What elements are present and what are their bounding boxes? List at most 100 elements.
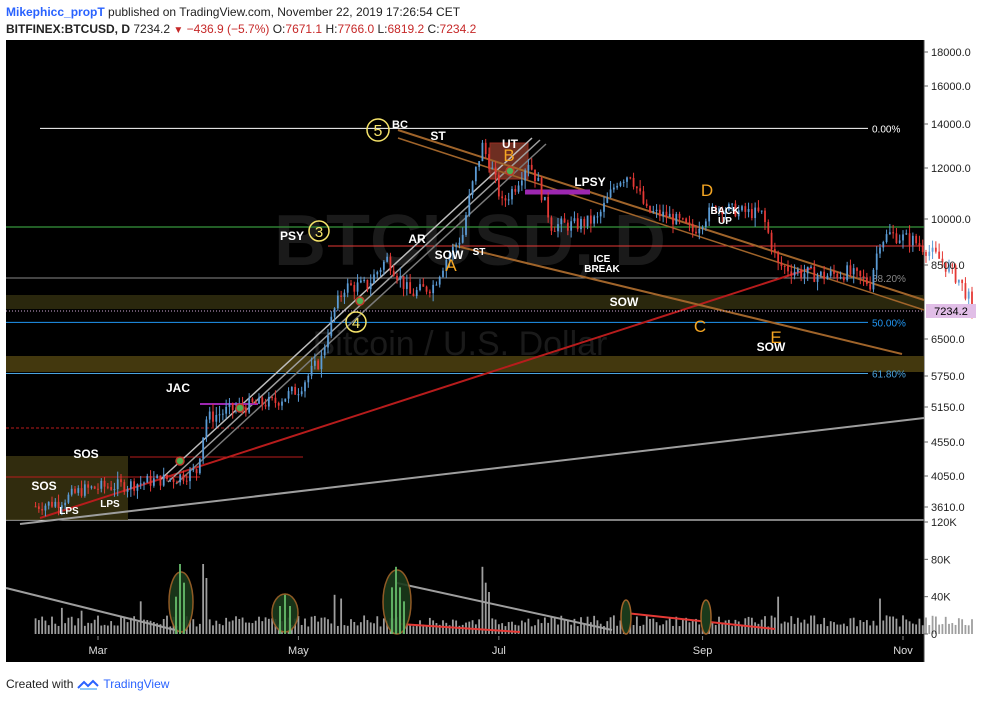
wave-5-label: 5 [374,123,383,140]
candle-body [681,218,684,220]
volume-tick-label: 40K [931,592,951,604]
candle-body [313,360,316,366]
wave-circles: 3 4 5 [308,118,390,333]
volume-bar [195,626,198,634]
volume-bar [83,625,86,634]
candle-body [277,402,280,406]
annotation-label: SOS [31,479,56,493]
volume-bar [695,618,697,634]
volume-bar [491,618,494,634]
candle-body [83,484,86,496]
volume-bar [359,622,362,634]
candle-body [836,273,839,279]
candle-body [698,228,701,234]
candle-body [951,264,954,266]
down-triangle-icon: ▼ [173,25,184,36]
wave-letter: C [694,317,706,336]
candle-body [129,481,132,490]
volume-bar [356,625,359,634]
time-axis[interactable]: MarMayJulSepNov2020 [89,636,991,657]
candle-body [586,215,589,227]
volume-bar [783,621,786,634]
candle-body [74,488,76,493]
candle-body [481,142,484,162]
volume-bar [448,625,451,634]
volume-bar [126,622,129,634]
candle-body [888,232,891,235]
open-label: O: [272,22,286,36]
candle-body [846,265,849,281]
volume-bar [422,624,425,634]
volume-bar [833,622,835,634]
annotation-label: UP [718,216,732,227]
volume-bar [678,626,681,634]
annotation-label: SOW [610,295,639,309]
candle-body [806,266,809,274]
volume-bar [941,624,944,634]
close-label: C: [427,22,440,36]
candle-body [248,398,251,413]
volume-bar [731,626,734,634]
tradingview-logo-icon[interactable] [77,678,100,690]
volume-bar [159,624,162,634]
volume-bar [905,619,908,634]
candle-body [619,182,622,186]
candle-body [343,292,346,297]
volume-axis[interactable]: 0 40K 80K 120K [924,517,957,641]
candle-body [629,177,632,179]
candle-body [810,266,812,268]
volume-bar [149,620,152,634]
candle-body [152,478,155,486]
volume-trend-grey-2 [396,582,613,631]
volume-bar [189,619,191,634]
candle-body [767,222,770,233]
volume-bar [271,618,274,634]
candle-body [90,486,93,488]
volume-bar [645,615,648,634]
volume-bar [218,623,221,634]
volume-bar [879,598,881,634]
candle-body [67,494,70,503]
candle-body [685,218,688,223]
candle-body [563,218,566,223]
candle-body [921,245,924,253]
candle-body [580,218,582,230]
candle-body [448,254,451,261]
volume-bar [37,620,40,634]
volume-bar [918,618,921,634]
support-zone-lower [6,356,924,372]
price-axis[interactable]: 18000.0 16000.0 14000.0 12000.0 10000.0 8500.… [924,47,971,514]
candle-body [412,293,415,297]
candle-body [944,262,947,272]
candle-body [215,414,218,422]
candle-body [51,501,53,507]
volume-bar [336,625,339,634]
author-name[interactable]: Mikephicc_propT [6,5,105,19]
volume-highlights [175,564,405,634]
wave-letter: E [770,328,781,347]
price-chart[interactable]: BTCUSD, D Bitcoin / U.S. Dollar 0.00%38.… [0,40,991,665]
volume-bar-highlight [279,606,281,634]
volume-bar [221,625,224,634]
tradingview-brand[interactable]: TradingView [103,677,170,691]
volume-bar [606,621,609,634]
candle-body [166,474,168,480]
candle-body [668,213,671,218]
candle-body [560,218,563,225]
volume-bar [885,615,888,634]
candle-body [879,247,881,254]
candle-body [754,207,757,219]
volume-climax-1 [168,571,194,633]
candle-body [688,222,691,224]
candle-body [721,208,724,215]
candle-body [658,209,661,217]
candle-body [928,251,931,256]
volume-bar [698,624,701,634]
volume-bar [603,626,605,634]
volume-bar [327,619,329,634]
candle-body [435,284,438,286]
candle-body [780,262,783,266]
fib-level-label: 50.00% [872,318,906,329]
candle-body [557,224,559,232]
candle-body [760,210,763,212]
